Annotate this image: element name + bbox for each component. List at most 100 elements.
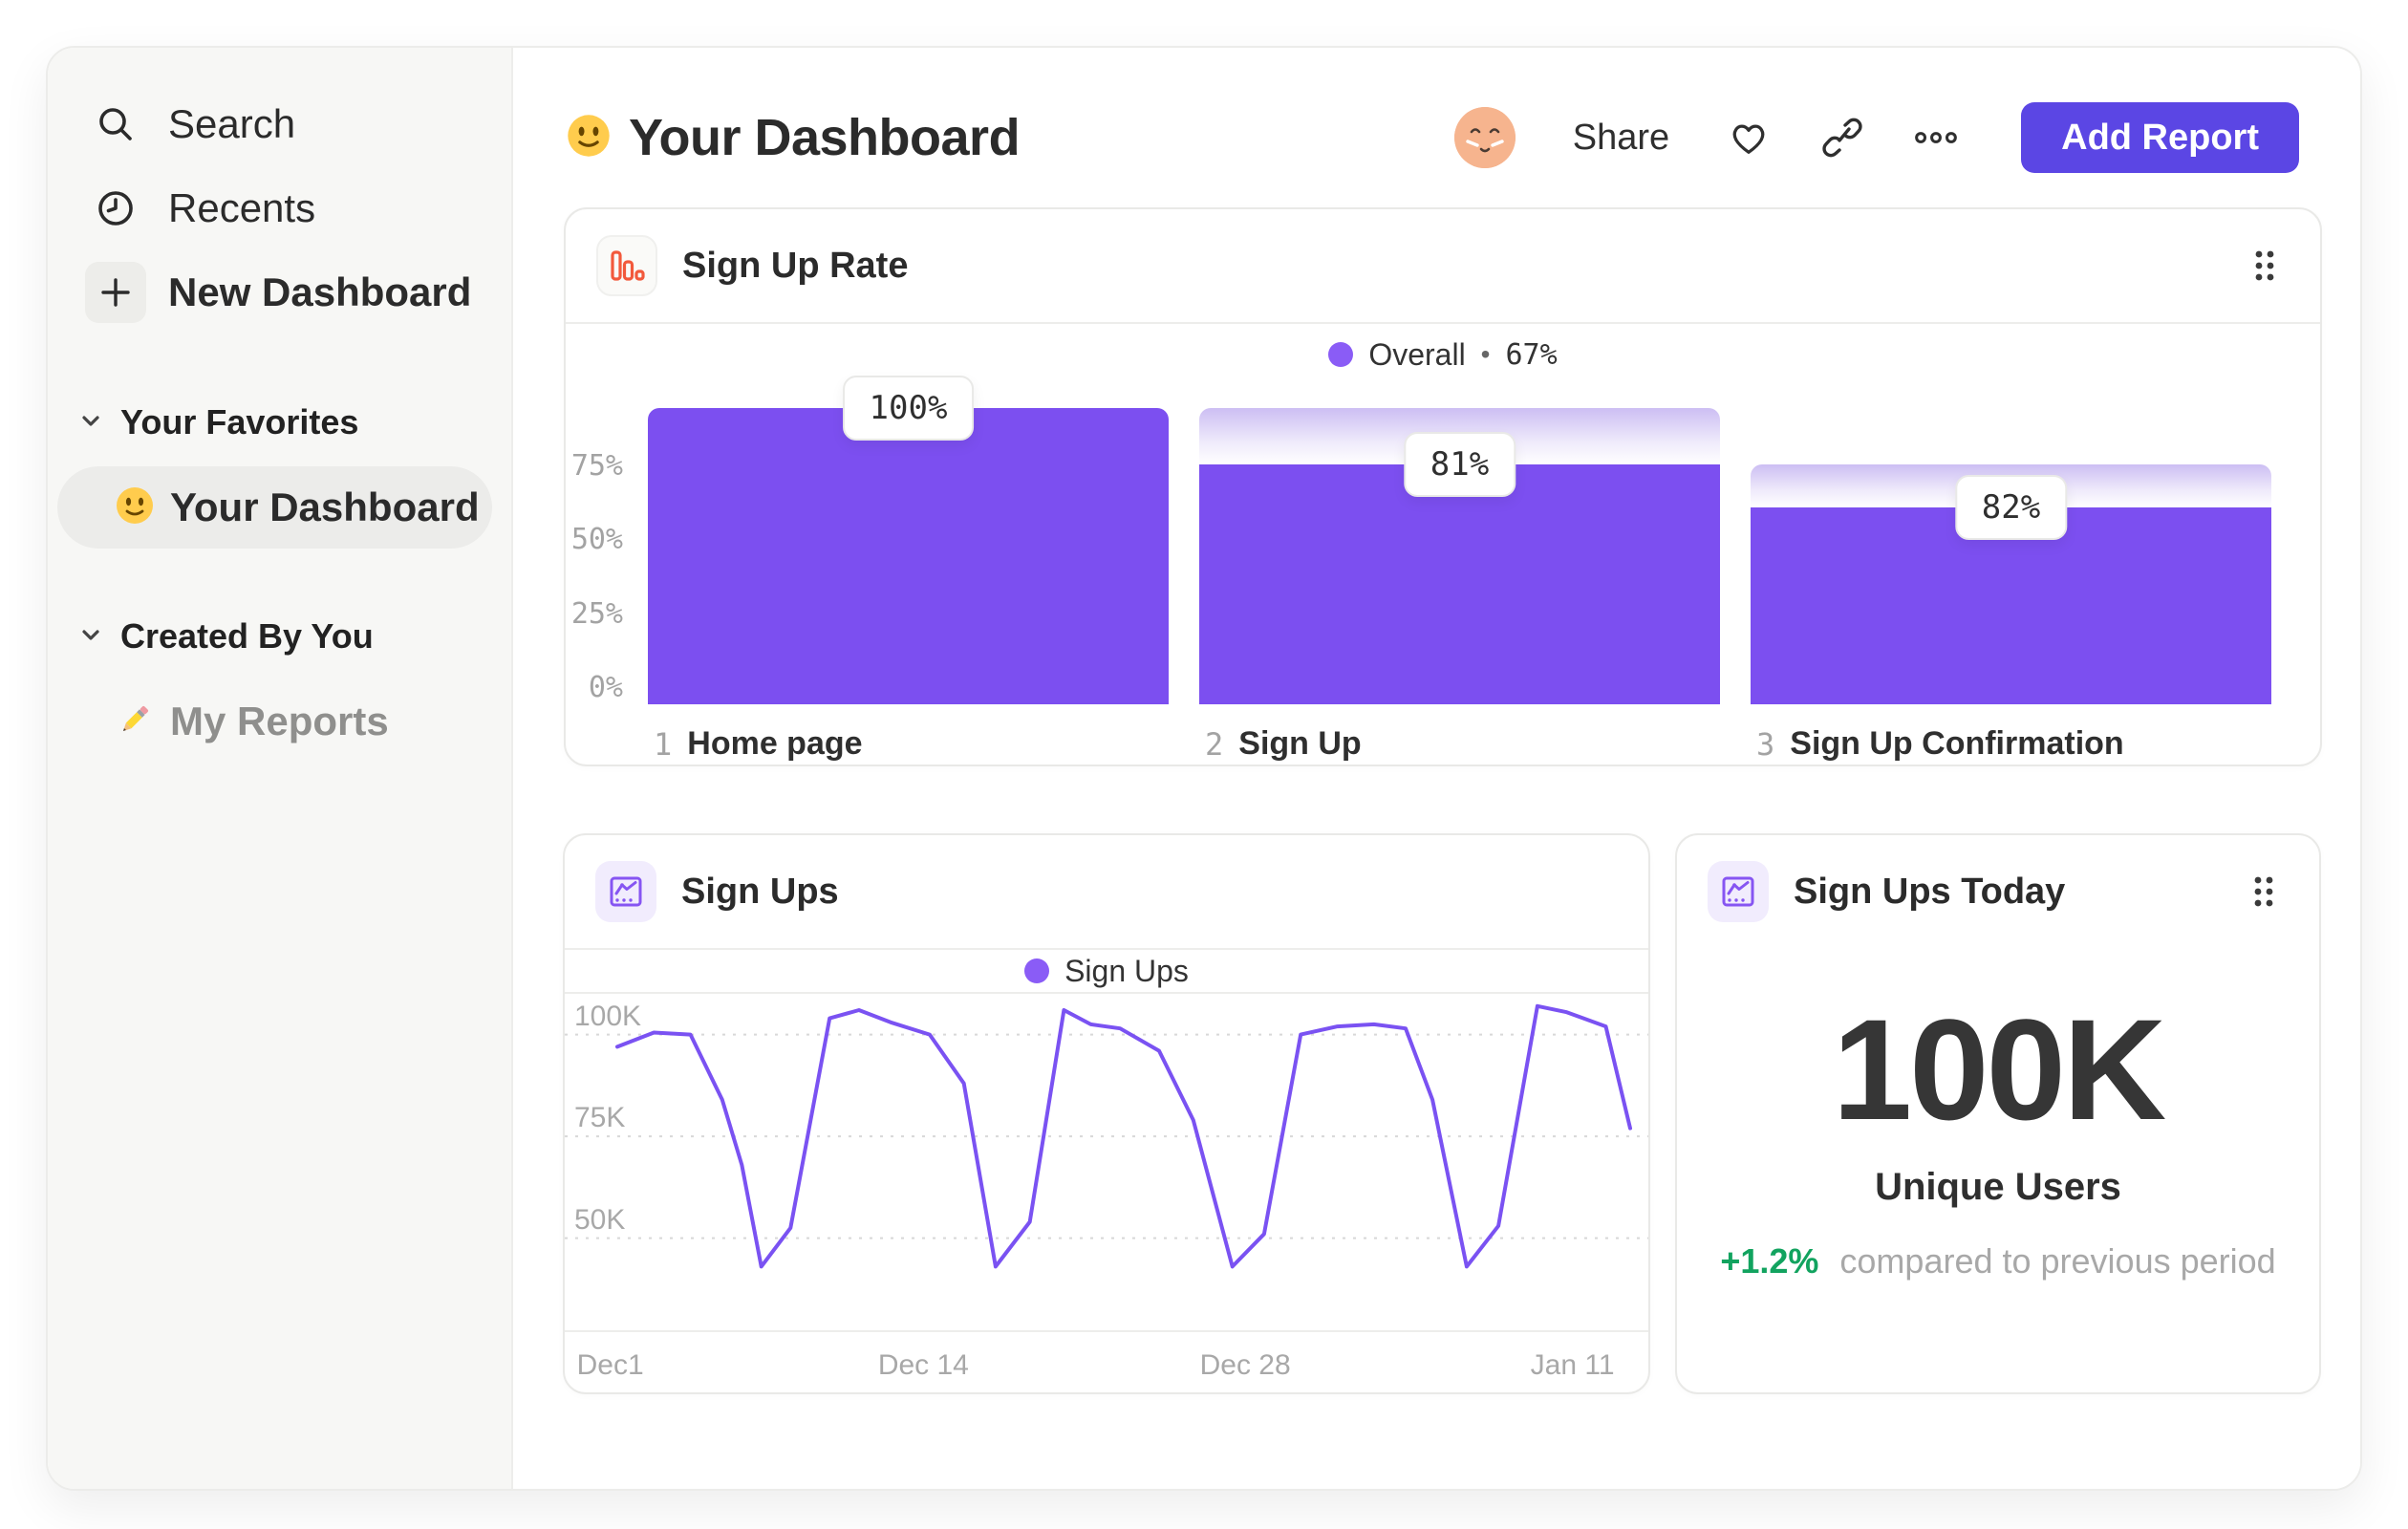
app-window: Search Recents New Dashboard Your Favori… <box>46 46 2362 1491</box>
slightly-smiling-face-icon <box>566 113 612 163</box>
share-button[interactable]: Share <box>1572 117 1670 158</box>
funnel-step-name: Home page <box>687 725 863 762</box>
metric-delta-row: +1.2% compared to previous period <box>1677 1241 2319 1281</box>
sidebar-item-your-dashboard[interactable]: Your Dashboard <box>57 466 492 549</box>
funnel-bar-fill <box>648 408 1169 704</box>
sidebar-item-recents[interactable]: Recents <box>48 166 511 250</box>
line-chart-icon <box>595 861 656 922</box>
divider <box>566 322 2320 324</box>
line-chart-x-axis: Dec1 Dec 14 Dec 28 Jan 11 <box>565 1332 1648 1391</box>
funnel-step-number: 3 <box>1756 725 1775 763</box>
funnel-step-name: Sign Up <box>1238 725 1362 762</box>
drag-handle-icon[interactable] <box>2244 239 2286 292</box>
funnel-bar-tooltip: 81% <box>1403 431 1516 497</box>
card-header: Sign Ups Today <box>1677 835 2319 948</box>
y-axis-tick-label: 50% <box>570 523 623 556</box>
sign-up-rate-card: Sign Up Rate Overall • 67% 100% 81% 82% 75… <box>564 207 2322 766</box>
metric-label: Unique Users <box>1875 1166 2121 1208</box>
pencil-icon <box>115 700 155 744</box>
user-avatar[interactable] <box>1453 107 1516 168</box>
sidebar-item-new-dashboard[interactable]: New Dashboard <box>48 250 511 334</box>
card-title: Sign Ups <box>681 871 839 912</box>
divider <box>565 992 1648 994</box>
funnel-bar-fill <box>1751 507 2271 704</box>
y-axis-tick-label: 75K <box>574 1102 626 1134</box>
page-title: Your Dashboard <box>566 108 1021 167</box>
divider <box>565 1330 1648 1332</box>
sidebar-item-search[interactable]: Search <box>48 82 511 166</box>
clock-icon <box>94 186 138 230</box>
sidebar-item-my-reports[interactable]: My Reports <box>57 680 492 763</box>
x-axis-tick-label: Jan 11 <box>1530 1349 1615 1381</box>
sidebar-item-label: New Dashboard <box>168 269 472 314</box>
copy-link-icon[interactable] <box>1820 116 1864 160</box>
chevron-down-icon <box>78 408 103 438</box>
dashboard-header: Your Dashboard Share Add Report <box>566 101 2299 174</box>
funnel-step-number: 1 <box>654 725 673 763</box>
legend-value: 67% <box>1505 337 1558 372</box>
section-header-created-by-you[interactable]: Created By You <box>48 610 511 663</box>
legend-label: Sign Ups <box>1064 953 1189 988</box>
line-chart-icon <box>1708 861 1769 922</box>
funnel-bar-tooltip: 100% <box>842 376 975 441</box>
funnel-step-labels: 1 Home page 2 Sign Up 3 Sign Up Confirmation <box>648 725 2271 763</box>
section-title: Created By You <box>120 616 374 656</box>
card-header: Sign Ups <box>565 835 1648 948</box>
sign-ups-card: Sign Ups Sign Ups 100K 75K 50K Dec1 Dec 14 D… <box>563 833 1650 1394</box>
funnel-bar[interactable]: 100% <box>648 376 1169 704</box>
legend-dot-icon <box>1024 958 1050 983</box>
sidebar-item-label: Search <box>168 101 296 146</box>
card-header: Sign Up Rate <box>566 209 2320 322</box>
search-icon <box>94 102 138 146</box>
plus-icon <box>85 262 146 323</box>
funnel-legend[interactable]: Overall • 67% <box>566 324 2320 385</box>
legend-label: Overall <box>1368 336 1466 372</box>
main-content: Your Dashboard Share Add Report <box>513 48 2360 1489</box>
y-axis-tick-label: 25% <box>570 596 623 631</box>
favorite-heart-icon[interactable] <box>1727 116 1771 160</box>
chevron-down-icon <box>78 622 103 652</box>
slightly-smiling-face-icon <box>115 485 155 530</box>
metric-value: 100K <box>1832 989 2167 1150</box>
legend-separator: • <box>1480 339 1491 369</box>
header-controls: Share Add Report <box>1453 102 2299 173</box>
sidebar-section-favorites: Your Favorites Your Dashboard <box>48 396 511 549</box>
line-legend[interactable]: Sign Ups <box>565 950 1648 992</box>
funnel-step-label: 1 Home page <box>648 725 1169 763</box>
more-options-icon[interactable] <box>1914 116 1958 160</box>
sign-ups-today-card: Sign Ups Today 100K Unique Users +1.2% c… <box>1675 833 2321 1394</box>
x-axis-tick-label: Dec 14 <box>877 1349 969 1381</box>
funnel-step-number: 2 <box>1205 725 1224 763</box>
section-title: Your Favorites <box>120 402 359 441</box>
x-axis-tick-label: Dec 28 <box>1199 1349 1291 1381</box>
funnel-bar[interactable]: 82% <box>1751 408 2271 704</box>
line-chart-plot[interactable]: 100K 75K 50K <box>565 994 1648 1330</box>
sidebar-item-label: Your Dashboard <box>170 485 480 529</box>
add-report-button[interactable]: Add Report <box>2021 102 2299 173</box>
section-header-your-favorites[interactable]: Your Favorites <box>48 396 511 449</box>
funnel-step-name: Sign Up Confirmation <box>1790 725 2124 762</box>
page-title-text: Your Dashboard <box>629 109 1021 166</box>
y-axis-tick-label: 100K <box>574 1000 642 1032</box>
drag-handle-icon[interactable] <box>2243 865 2285 918</box>
y-axis-tick-label: 50K <box>574 1203 626 1236</box>
line-chart-svg <box>565 1003 1648 1269</box>
sidebar: Search Recents New Dashboard Your Favori… <box>48 48 513 1489</box>
sidebar-item-label: Recents <box>168 185 316 230</box>
y-axis-tick-label: 75% <box>570 448 623 483</box>
divider <box>565 948 1648 950</box>
sidebar-item-label: My Reports <box>170 699 389 743</box>
funnel-bar-fill <box>1199 463 1720 704</box>
metric-delta-note: compared to previous period <box>1839 1241 2276 1281</box>
funnel-plot: 100% 81% 82% 75% 50% 25% 0% <box>571 376 2271 704</box>
x-axis-tick-label: Dec1 <box>576 1349 644 1381</box>
sign-ups-line-series <box>615 1003 1632 1269</box>
funnel-bar-tooltip: 82% <box>1954 475 2068 541</box>
card-title: Sign Up Rate <box>682 245 909 286</box>
funnel-step-label: 3 Sign Up Confirmation <box>1751 725 2271 763</box>
y-axis-tick-label: 0% <box>588 671 623 704</box>
sidebar-section-created-by-you: Created By You My Reports <box>48 610 511 763</box>
legend-dot-icon <box>1328 342 1354 367</box>
card-title: Sign Ups Today <box>1794 871 2066 912</box>
funnel-bar[interactable]: 81% <box>1199 408 1720 704</box>
